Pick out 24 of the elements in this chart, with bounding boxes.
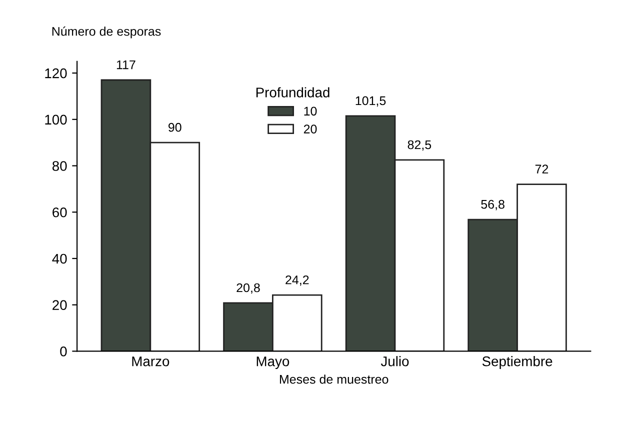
y-tick-label: 0 bbox=[60, 346, 67, 356]
data-label: 101,5 bbox=[356, 96, 386, 107]
data-label: 82,5 bbox=[408, 140, 432, 151]
x-tick-label: Marzo bbox=[132, 356, 170, 366]
data-label: 20,8 bbox=[236, 283, 260, 294]
data-label: 117 bbox=[116, 60, 136, 70]
y-tick-label: 100 bbox=[45, 114, 67, 125]
legend-label: 20 bbox=[304, 124, 317, 134]
y-tick-label: 20 bbox=[52, 300, 67, 310]
y-tick-label: 40 bbox=[52, 254, 67, 264]
x-tick-label: Mayo bbox=[256, 356, 290, 370]
y-tick-label: 80 bbox=[52, 161, 67, 171]
data-label: 90 bbox=[168, 122, 182, 132]
x-tick-label: Julio bbox=[380, 356, 409, 366]
y-axis-title: Número de esporas bbox=[52, 26, 161, 38]
x-axis-title: Meses de muestreo bbox=[280, 374, 388, 384]
data-label: 24,2 bbox=[286, 275, 309, 286]
data-label: 56,8 bbox=[481, 200, 504, 210]
legend-title: Profundidad bbox=[256, 87, 330, 98]
y-tick-label: 60 bbox=[52, 207, 67, 218]
x-tick-label: Septiembre bbox=[482, 356, 552, 370]
legend-label: 10 bbox=[304, 106, 317, 116]
y-tick-label: 120 bbox=[45, 68, 67, 78]
data-label: 72 bbox=[535, 164, 548, 174]
